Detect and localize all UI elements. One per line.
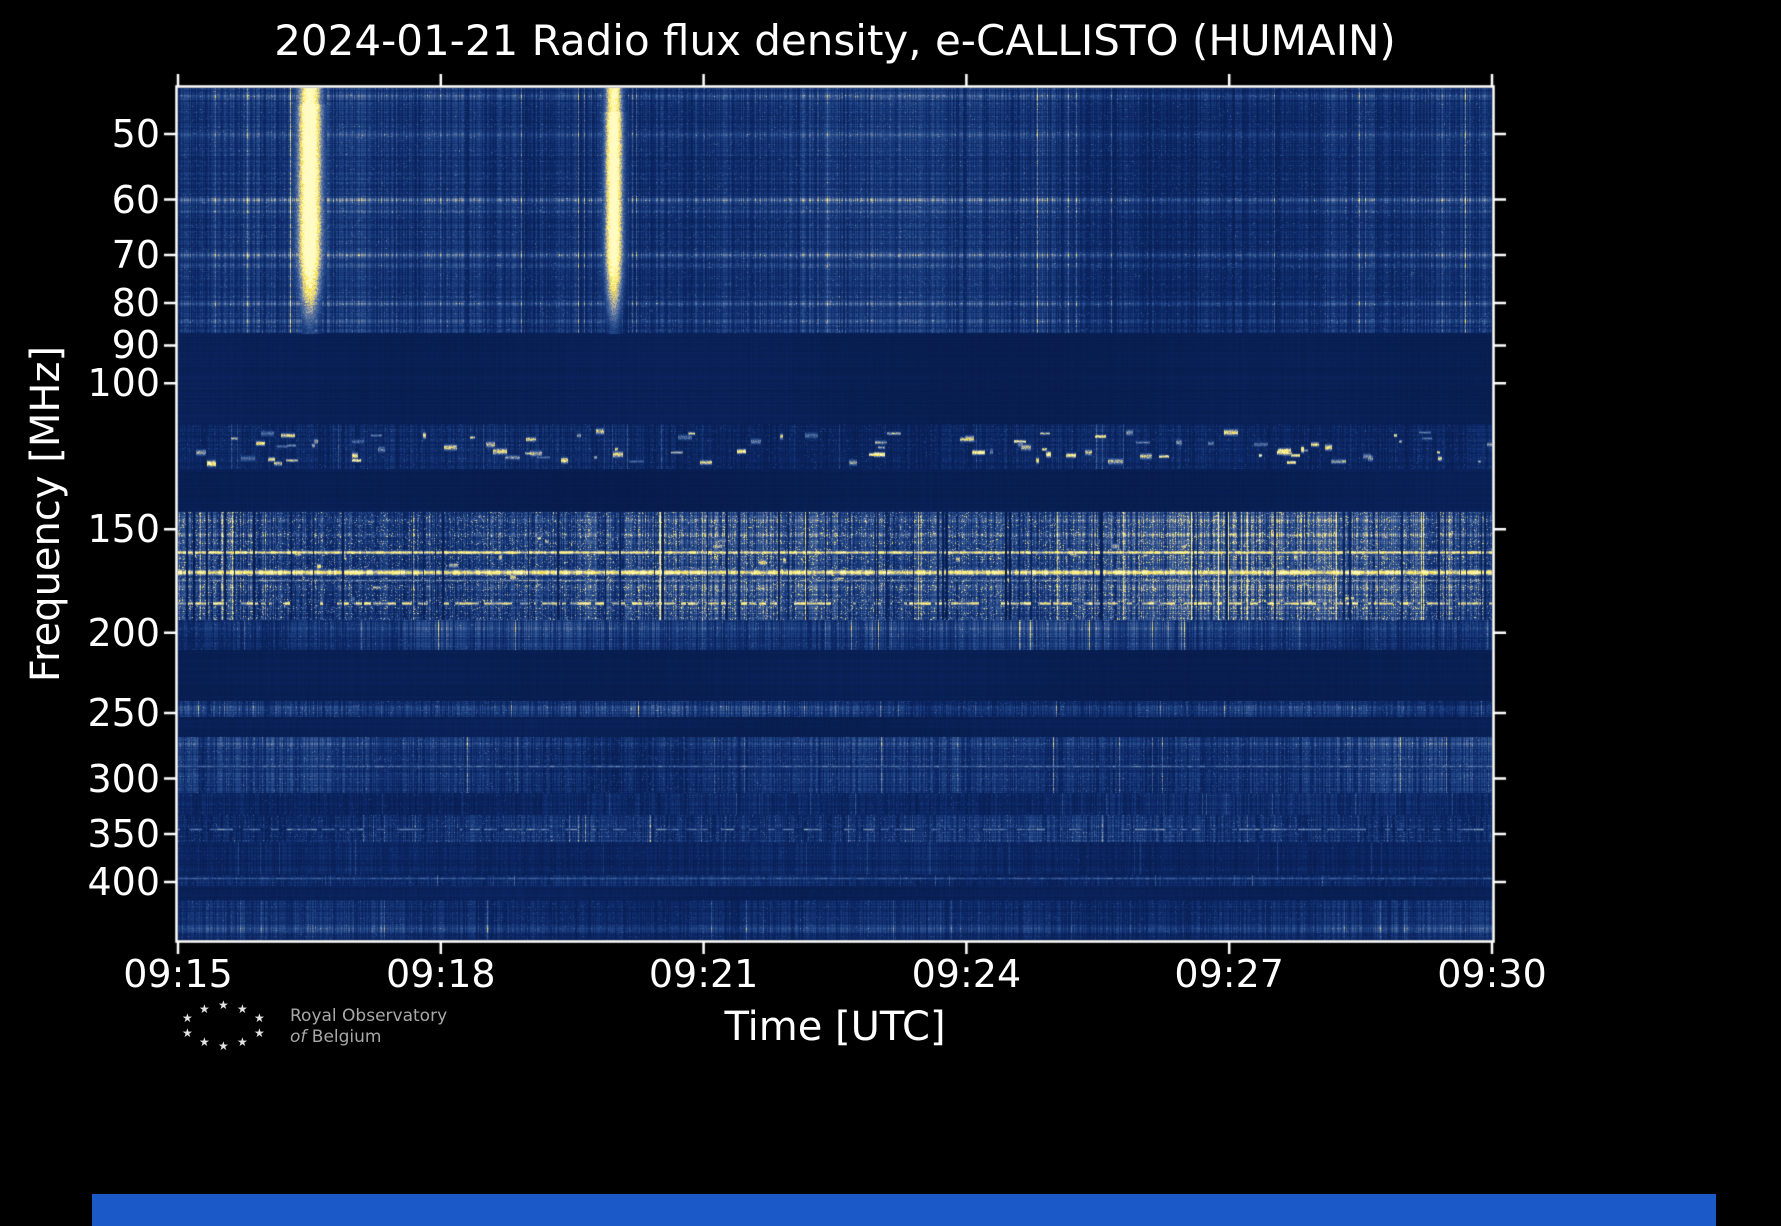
x-tick-label: 09:21 — [648, 952, 759, 996]
y-tick-label: 250 — [87, 690, 160, 735]
star-icon: ★ — [182, 1011, 193, 1025]
star-icon: ★ — [199, 1035, 210, 1049]
logo-text-line1: Royal Observatory — [290, 1006, 448, 1026]
y-tick-label: 90 — [111, 323, 160, 368]
y-tick-label: 50 — [111, 111, 160, 156]
logo-text-belgium: Belgium — [311, 1027, 382, 1047]
y-tick-label: 70 — [111, 233, 160, 278]
star-icon: ★ — [182, 1026, 193, 1040]
y-tick-label: 300 — [87, 756, 160, 801]
x-tick-label: 09:30 — [1437, 952, 1547, 996]
x-tick-label: 09:24 — [911, 952, 1022, 996]
x-tick-label: 09:15 — [123, 952, 233, 996]
y-tick-label: 60 — [111, 177, 160, 222]
star-icon: ★ — [218, 998, 229, 1012]
y-tick-label: 80 — [111, 281, 160, 326]
y-axis-label: Frequency [MHz] — [23, 345, 69, 683]
x-axis-label: Time [UTC] — [724, 1004, 946, 1050]
star-icon: ★ — [199, 1002, 210, 1016]
logo-text-line2: of Belgium — [290, 1027, 447, 1048]
logo-stars-icon: ★ ★ ★ ★ ★ ★ ★ ★ ★ ★ — [182, 998, 270, 1056]
star-icon: ★ — [254, 1011, 265, 1025]
y-tick-label: 150 — [87, 507, 160, 552]
x-tick-label: 09:27 — [1174, 952, 1284, 996]
star-icon: ★ — [254, 1026, 265, 1040]
y-tick-label: 350 — [87, 811, 160, 856]
star-icon: ★ — [237, 1002, 248, 1016]
logo-text-of: of — [290, 1027, 307, 1047]
y-tick-label: 200 — [87, 610, 160, 655]
star-icon: ★ — [218, 1039, 229, 1053]
y-tick-label: 400 — [87, 859, 160, 904]
logo-text: Royal Observatory of Belgium — [290, 1006, 447, 1048]
x-tick-label: 09:18 — [386, 952, 496, 996]
bottom-bar — [92, 1194, 1716, 1226]
y-tick-label: 100 — [87, 361, 160, 406]
observatory-logo: ★ ★ ★ ★ ★ ★ ★ ★ ★ ★ Royal Observatory of… — [182, 998, 447, 1056]
star-icon: ★ — [237, 1035, 248, 1049]
